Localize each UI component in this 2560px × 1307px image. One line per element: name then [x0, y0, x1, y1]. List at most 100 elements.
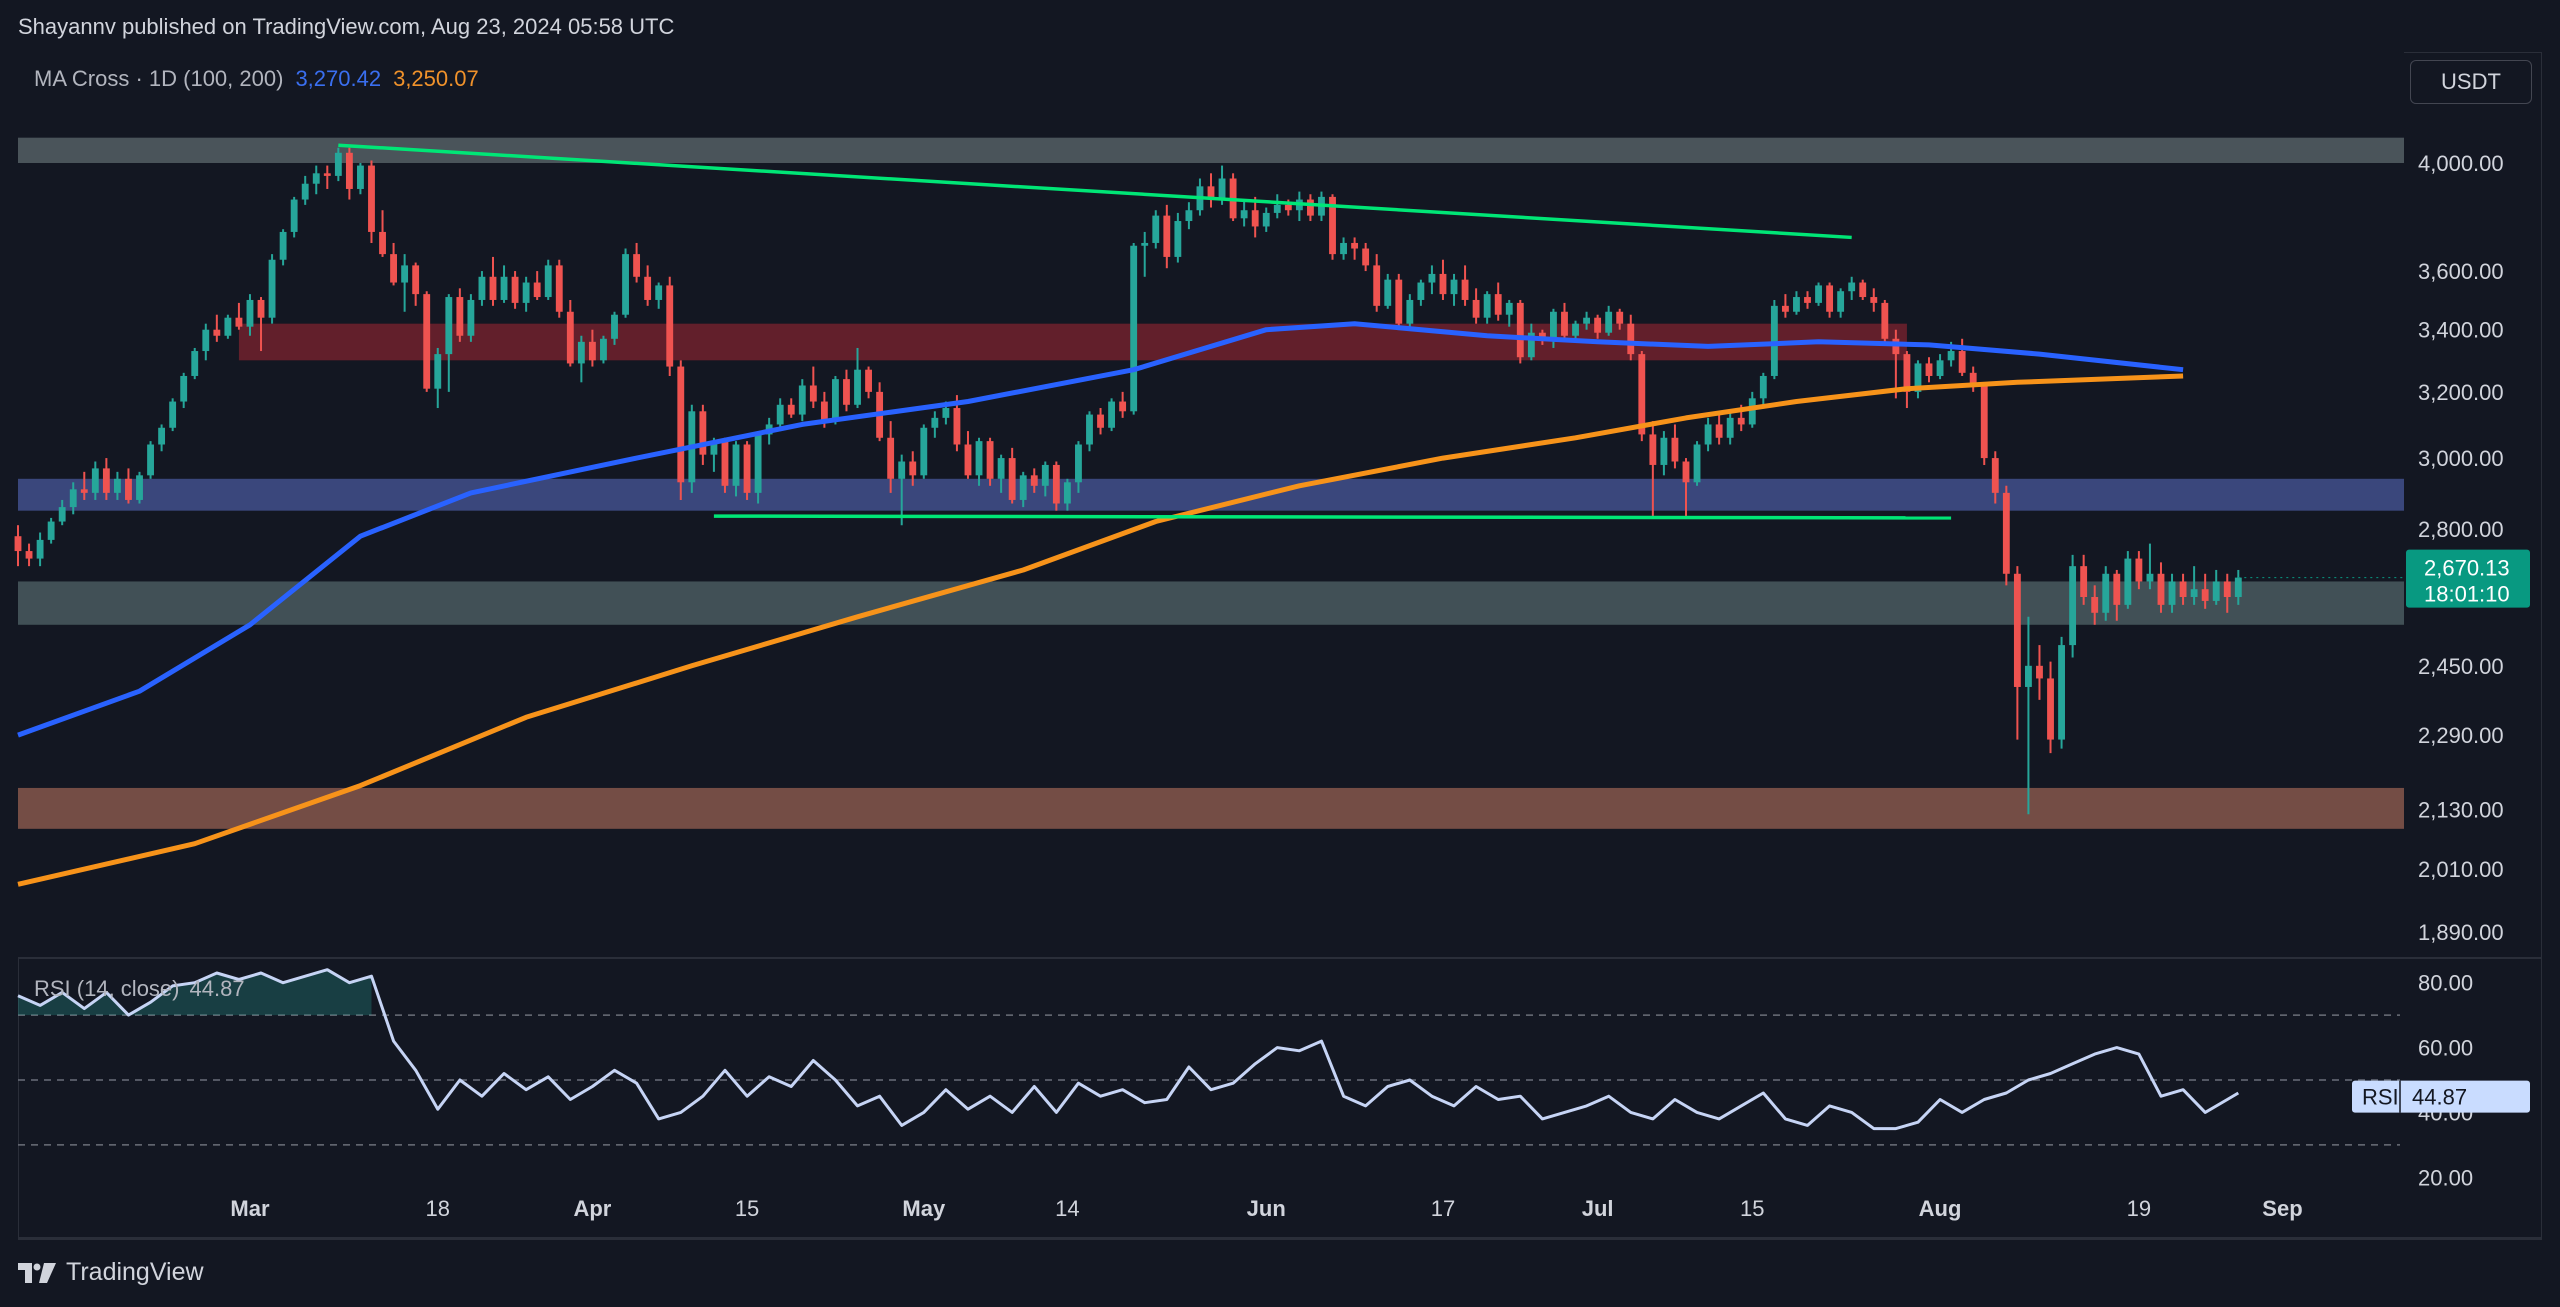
indicator-name: MA Cross · 1D (100, 200) [34, 66, 284, 91]
currency-button[interactable]: USDT [2410, 60, 2532, 104]
candle-body-72 [809, 385, 817, 402]
rsi-line [17, 968, 2240, 1131]
candle-body-150 [1671, 437, 1679, 462]
candle-body-39 [445, 297, 453, 355]
candle-body-121 [1351, 242, 1359, 249]
candle-body-35 [401, 265, 409, 283]
candle-body-137 [1527, 332, 1535, 358]
candle-body-136 [1516, 302, 1524, 358]
candle-body-53 [600, 338, 607, 361]
candle-body-18 [213, 329, 221, 336]
candle-body-168 [1870, 297, 1878, 303]
candle-body-77 [865, 369, 872, 392]
candle-body-86 [964, 444, 972, 476]
x-tick-label: 15 [735, 1196, 759, 1221]
publisher-caption: Shayannv published on TradingView.com, A… [18, 14, 675, 39]
price-chart-svg[interactable]: 4,000.00 3,600.00 3,400.00 3,200.00 3,000.00… [0, 0, 2560, 1240]
candle-body-112 [1251, 210, 1259, 227]
candle-body-29 [334, 152, 342, 176]
candle-body-145 [1616, 311, 1624, 324]
candle-body-69 [776, 404, 784, 425]
candle-body-37 [423, 294, 431, 389]
candle-body-83 [931, 417, 939, 428]
candle-body-106 [1185, 210, 1193, 222]
candle-body-141 [1572, 323, 1579, 336]
candle-body-73 [820, 401, 828, 422]
last-price-countdown: 18:01:10 [2424, 582, 2510, 607]
candle-body-161 [1793, 297, 1800, 312]
candle-body-156 [1737, 417, 1745, 425]
candle-body-54 [611, 314, 618, 339]
candle-body-128 [1428, 273, 1436, 283]
tradingview-footer[interactable]: TradingView [18, 1258, 204, 1287]
candle-body-22 [257, 299, 265, 318]
candle-body-103 [1152, 215, 1160, 243]
candle-body-163 [1815, 285, 1822, 303]
candle-body-34 [390, 254, 397, 283]
candle-body-122 [1362, 248, 1370, 266]
candle-body-2 [36, 539, 44, 559]
candle-body-85 [953, 408, 961, 445]
candle-body-144 [1605, 311, 1613, 333]
candle-body-51 [577, 341, 585, 364]
candle-body-44 [500, 276, 508, 300]
candle-body-189 [2102, 573, 2110, 613]
candle-body-182 [2025, 665, 2032, 687]
candle-body-181 [2013, 573, 2021, 687]
candle-body-1 [25, 551, 33, 559]
candle-body-152 [1693, 444, 1701, 483]
candle-body-21 [246, 299, 254, 327]
candle-body-151 [1682, 461, 1690, 483]
candle-body-167 [1859, 282, 1867, 298]
candle-body-45 [511, 276, 519, 303]
candle-body-134 [1494, 294, 1502, 315]
candle-body-165 [1837, 291, 1845, 312]
candle-body-57 [644, 276, 652, 300]
candle-body-149 [1660, 437, 1668, 465]
price-tick-label: 3,200.00 [2418, 380, 2504, 405]
price-tick-label: 2,450.00 [2418, 654, 2504, 679]
candle-body-127 [1417, 282, 1425, 300]
candle-body-124 [1384, 279, 1392, 306]
candle-body-177 [1969, 372, 1977, 386]
candle-body-138 [1538, 332, 1546, 339]
candle-body-147 [1638, 354, 1646, 435]
candle-body-143 [1594, 317, 1602, 333]
candle-body-190 [2113, 573, 2121, 605]
candle-body-12 [147, 444, 154, 476]
candle-body-48 [544, 265, 552, 298]
rsi-value-tag [2352, 1080, 2530, 1113]
candle-body-153 [1704, 424, 1712, 445]
candle-body-125 [1395, 279, 1403, 324]
candle-body-105 [1174, 221, 1182, 257]
candle-body-66 [743, 444, 751, 493]
candle-body-172 [1914, 363, 1922, 392]
candle-body-60 [677, 366, 685, 483]
candle-body-158 [1759, 375, 1767, 399]
rsi-tag-label: RSI [2362, 1085, 2399, 1110]
candle-body-56 [633, 254, 641, 277]
candle-body-9 [113, 478, 121, 493]
price-tick-label: 2,290.00 [2418, 723, 2504, 748]
candle-body-58 [655, 285, 663, 300]
candle-body-95 [1063, 482, 1071, 504]
trendline-1 [713, 514, 1952, 520]
candle-body-123 [1373, 265, 1381, 306]
candle-body-23 [268, 259, 276, 318]
candle-body-87 [975, 441, 983, 476]
x-tick-label: May [902, 1196, 946, 1221]
tradingview-logo-icon [18, 1262, 56, 1283]
candle-body-13 [158, 427, 166, 445]
candle-body-164 [1826, 285, 1834, 312]
candle-body-91 [1019, 475, 1027, 500]
candle-body-28 [323, 173, 331, 176]
candle-body-155 [1726, 417, 1734, 438]
candle-body-32 [368, 165, 375, 232]
x-tick-label: Sep [2262, 1196, 2302, 1221]
candle-body-132 [1472, 299, 1480, 318]
candle-body-111 [1240, 210, 1248, 219]
candle-body-76 [854, 369, 861, 405]
candle-body-200 [2223, 581, 2231, 598]
candle-body-201 [2234, 577, 2242, 598]
candle-body-89 [997, 458, 1005, 479]
